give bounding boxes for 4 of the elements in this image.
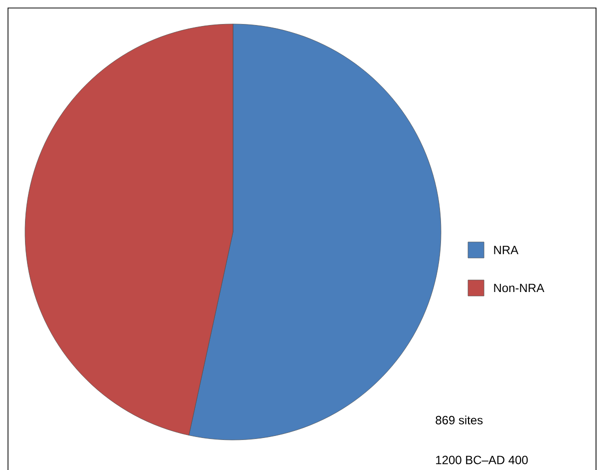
text: 1200 BC–AD 400	[436, 456, 528, 464]
legend-label: Non-NRA	[494, 284, 544, 292]
text: 869 sites	[436, 415, 483, 424]
legend-label: NRA	[494, 246, 518, 254]
